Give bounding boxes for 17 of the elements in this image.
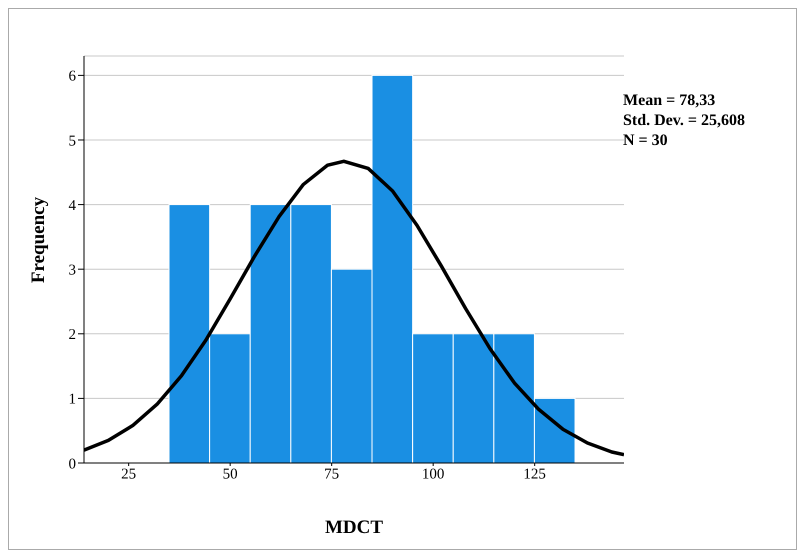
x-tick-label: 50: [222, 466, 238, 483]
y-tick-label: 0: [68, 456, 76, 472]
x-axis-title: MDCT: [324, 517, 384, 539]
y-tick-label: 3: [68, 262, 76, 279]
y-tick-label: 5: [68, 133, 76, 150]
y-tick-label: 4: [68, 198, 76, 214]
annotation: N = 30: [623, 131, 669, 151]
x-tick-label: 75: [324, 466, 340, 483]
annotation: Mean = 78,33: [623, 91, 716, 111]
y-tick-label: 2: [68, 327, 76, 344]
x-tick-label: 25: [121, 466, 136, 483]
x-tick-label: 100: [422, 466, 444, 483]
y-tick-label: 6: [68, 68, 76, 85]
y-tick-label: 1: [68, 392, 76, 408]
annotation: Std. Dev. = 25,608: [623, 111, 746, 131]
y-axis-title: Frequency: [28, 196, 50, 284]
x-tick-label: 125: [523, 466, 546, 483]
